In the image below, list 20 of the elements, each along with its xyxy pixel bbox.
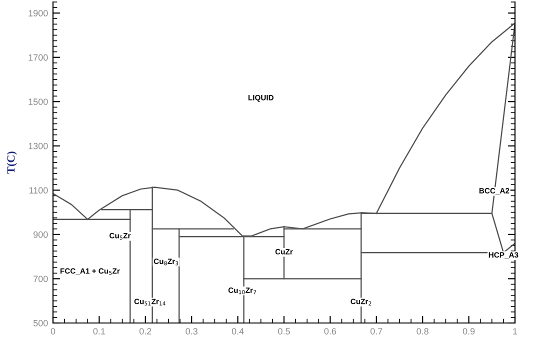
- x-tick-label: 0.3: [186, 328, 198, 334]
- y-tick-label: 900: [34, 231, 48, 238]
- x-tick-label: 0.1: [93, 328, 106, 334]
- y-tick-label: 1900: [28, 10, 48, 16]
- x-tick-label: 0.5: [278, 328, 290, 334]
- y-tick-label: 1500: [28, 98, 48, 105]
- y-tick-label: 700: [34, 276, 48, 282]
- x-tick-label: 1: [513, 328, 518, 334]
- x-tick-label: 0.7: [370, 328, 382, 334]
- x-tick-label: 0.8: [416, 328, 428, 334]
- y-tick-label: 1300: [28, 142, 48, 150]
- x-tick-label: 0.9: [462, 328, 475, 334]
- x-tick-label: 0.4: [232, 328, 244, 334]
- x-tick-label: 0.2: [139, 328, 152, 334]
- y-axis-title: T(C): [6, 152, 17, 174]
- x-tick-label: 0.6: [324, 328, 336, 334]
- y-tick-label: 500: [33, 320, 48, 326]
- y-tick-label: 1700: [28, 54, 48, 61]
- y-tick-label: 1100: [29, 187, 48, 194]
- x-tick-label: 0: [50, 328, 56, 334]
